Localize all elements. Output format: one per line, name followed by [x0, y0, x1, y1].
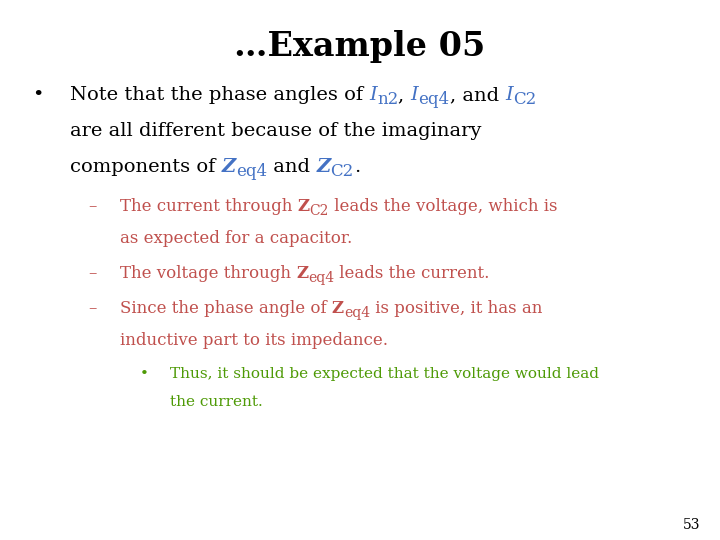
Text: eq4: eq4: [418, 91, 449, 108]
Text: leads the current.: leads the current.: [335, 265, 490, 282]
Text: Z: Z: [332, 300, 344, 317]
Text: I: I: [410, 86, 418, 104]
Text: and: and: [267, 158, 316, 176]
Text: …Example 05: …Example 05: [235, 30, 485, 63]
Text: , and: , and: [449, 86, 505, 104]
Text: The voltage through: The voltage through: [120, 265, 296, 282]
Text: as expected for a capacitor.: as expected for a capacitor.: [120, 230, 352, 247]
Text: ,: ,: [398, 86, 410, 104]
Text: eq4: eq4: [344, 306, 370, 320]
Text: The current through: The current through: [120, 198, 297, 215]
Text: n2: n2: [377, 91, 398, 108]
Text: I: I: [369, 86, 377, 104]
Text: Z: Z: [297, 198, 310, 215]
Text: Z: Z: [316, 158, 330, 176]
Text: Note that the phase angles of: Note that the phase angles of: [70, 86, 369, 104]
Text: Thus, it should be expected that the voltage would lead: Thus, it should be expected that the vol…: [170, 367, 599, 381]
Text: leads the voltage, which is: leads the voltage, which is: [329, 198, 557, 215]
Text: is positive, it has an: is positive, it has an: [370, 300, 542, 317]
Text: –: –: [88, 300, 96, 317]
Text: C2: C2: [513, 91, 536, 108]
Text: the current.: the current.: [170, 395, 263, 409]
Text: •: •: [32, 86, 43, 104]
Text: •: •: [140, 367, 149, 381]
Text: C2: C2: [330, 163, 354, 180]
Text: –: –: [88, 265, 96, 282]
Text: Z: Z: [222, 158, 236, 176]
Text: eq4: eq4: [308, 271, 335, 285]
Text: Since the phase angle of: Since the phase angle of: [120, 300, 332, 317]
Text: .: .: [354, 158, 360, 176]
Text: 53: 53: [683, 518, 700, 532]
Text: are all different because of the imaginary: are all different because of the imagina…: [70, 122, 482, 140]
Text: C2: C2: [310, 204, 329, 218]
Text: inductive part to its impedance.: inductive part to its impedance.: [120, 332, 388, 349]
Text: Z: Z: [296, 265, 308, 282]
Text: I: I: [505, 86, 513, 104]
Text: components of: components of: [70, 158, 222, 176]
Text: –: –: [88, 198, 96, 215]
Text: eq4: eq4: [236, 163, 267, 180]
